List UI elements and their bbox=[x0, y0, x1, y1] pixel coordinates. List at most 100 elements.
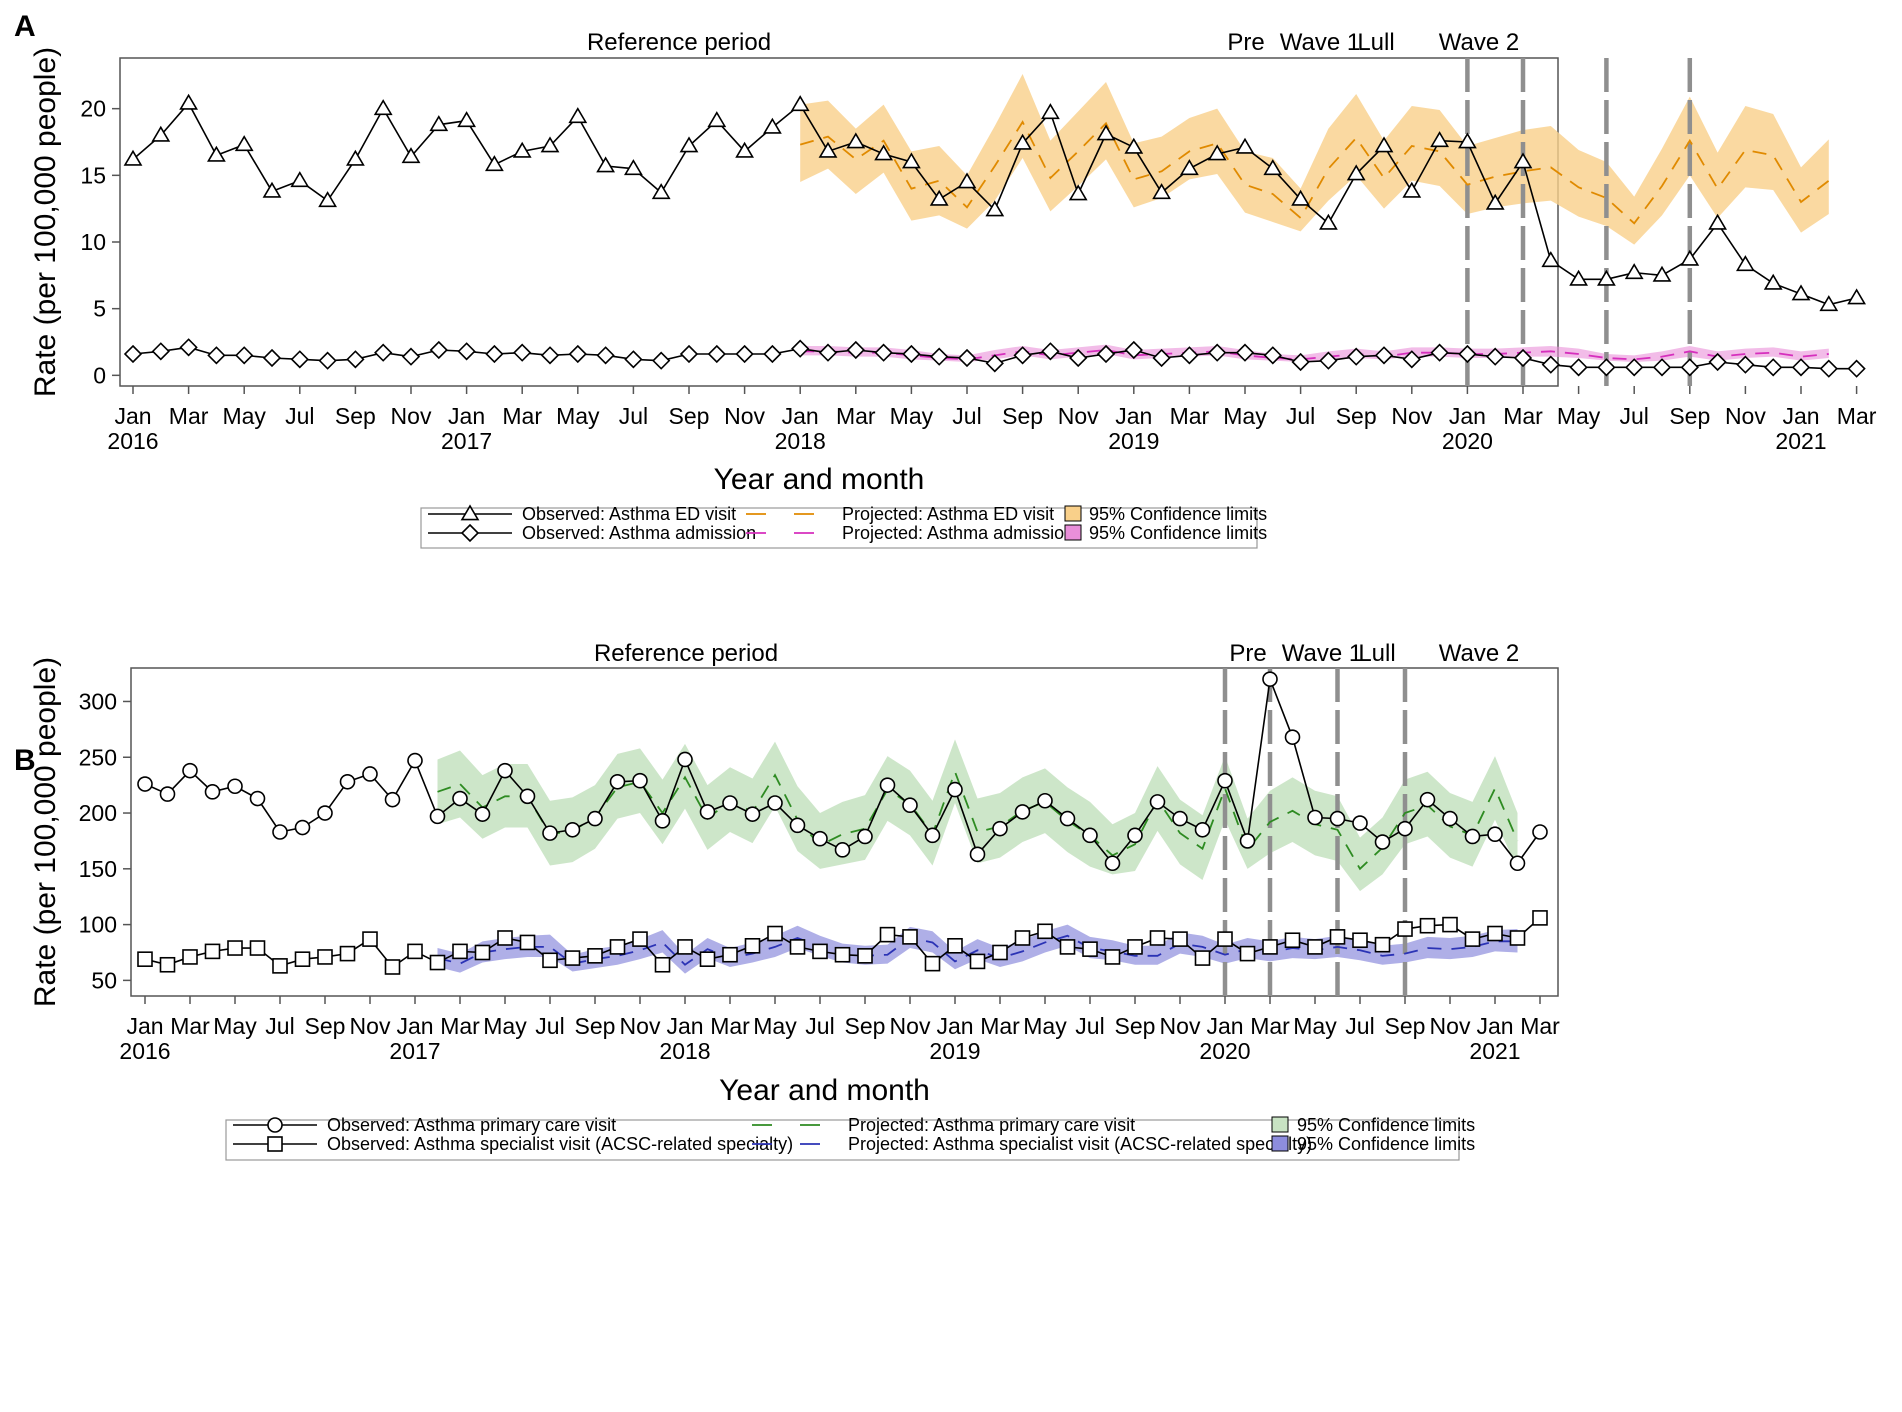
x-tick-label: Jan bbox=[666, 1013, 703, 1039]
legend-band-label: 95% Confidence limits bbox=[1089, 504, 1267, 524]
data-point-marker bbox=[1442, 916, 1458, 933]
data-point-marker bbox=[362, 766, 378, 782]
data-point-marker bbox=[1124, 340, 1143, 360]
x-tick-label: Mar bbox=[1170, 403, 1210, 429]
data-point-marker bbox=[1791, 358, 1811, 377]
x-tick-label: Mar bbox=[170, 1013, 210, 1039]
data-point-marker bbox=[924, 955, 941, 972]
data-point-marker bbox=[1464, 828, 1481, 845]
data-point-marker bbox=[1513, 348, 1533, 368]
data-point-marker bbox=[1263, 346, 1282, 365]
data-point-marker bbox=[834, 946, 851, 963]
data-point-marker bbox=[1764, 358, 1783, 377]
x-tick-label: Nov bbox=[1058, 403, 1099, 429]
data-point-marker bbox=[1736, 355, 1755, 374]
data-point-marker bbox=[1172, 931, 1188, 947]
data-point-marker bbox=[677, 751, 693, 768]
x-tick-label: Jan bbox=[126, 1013, 163, 1039]
y-axis-title: Rate (per 100,000 people) bbox=[29, 657, 62, 1007]
data-point-marker bbox=[1487, 925, 1503, 942]
data-point-marker bbox=[812, 830, 828, 847]
data-point-marker bbox=[846, 132, 866, 149]
data-point-marker bbox=[902, 152, 921, 169]
data-point-marker bbox=[1569, 358, 1588, 377]
data-point-marker bbox=[1458, 132, 1477, 149]
data-point-marker bbox=[1513, 152, 1533, 169]
data-point-marker bbox=[1509, 930, 1526, 946]
x-tick-label: Jan bbox=[1476, 1013, 1513, 1039]
x-year-label: 2018 bbox=[659, 1038, 710, 1064]
data-point-marker bbox=[1037, 792, 1053, 809]
data-point-marker bbox=[596, 346, 615, 365]
data-point-marker bbox=[1041, 342, 1060, 361]
data-point-marker bbox=[1194, 821, 1211, 838]
x-axis-title: Year and month bbox=[719, 1074, 930, 1107]
x-axis-title: Year and month bbox=[714, 463, 925, 496]
data-point-marker bbox=[429, 954, 446, 971]
data-point-marker bbox=[1847, 288, 1866, 305]
data-point-marker bbox=[1532, 910, 1548, 926]
data-point-marker bbox=[540, 346, 560, 365]
data-point-marker bbox=[1680, 358, 1699, 377]
x-tick-label: Nov bbox=[1391, 403, 1432, 429]
data-point-marker bbox=[568, 107, 588, 124]
data-point-marker bbox=[789, 817, 806, 834]
x-year-label: 2020 bbox=[1442, 428, 1493, 454]
plot-frame bbox=[130, 667, 1559, 997]
x-year-label: 2016 bbox=[107, 428, 158, 454]
y-tick-label: 50 bbox=[91, 967, 117, 993]
legend-observed-label: Observed: Asthma primary care visit bbox=[327, 1115, 616, 1135]
data-point-marker bbox=[1235, 137, 1255, 154]
legend-projected-label: Projected: Asthma admission bbox=[842, 523, 1074, 543]
data-point-marker bbox=[1263, 159, 1283, 176]
y-axis-title: Rate (per 100,000 people) bbox=[29, 47, 62, 397]
x-tick-label: Sep bbox=[575, 1013, 616, 1039]
data-point-marker bbox=[1819, 295, 1839, 312]
data-point-marker bbox=[1541, 251, 1561, 268]
data-point-marker bbox=[1532, 824, 1548, 840]
data-point-marker bbox=[401, 347, 421, 366]
legend-band-label: 95% Confidence limits bbox=[1297, 1134, 1475, 1154]
x-tick-label: Nov bbox=[890, 1013, 931, 1039]
legend-observed-label: Observed: Asthma admission bbox=[522, 523, 756, 543]
data-point-marker bbox=[930, 347, 949, 366]
data-point-marker bbox=[234, 135, 254, 152]
data-point-marker bbox=[1597, 269, 1616, 286]
data-point-marker bbox=[1127, 827, 1143, 844]
x-tick-label: Nov bbox=[1725, 403, 1766, 429]
legend-band-label: 95% Confidence limits bbox=[1089, 523, 1267, 543]
x-tick-label: Sep bbox=[669, 403, 710, 429]
period-label: Lull bbox=[1357, 29, 1394, 56]
data-point-marker bbox=[151, 342, 170, 361]
data-point-marker bbox=[744, 937, 761, 954]
legend-box bbox=[225, 1119, 1460, 1161]
legend-band-swatch bbox=[1271, 1116, 1289, 1133]
period-label: Wave 2 bbox=[1439, 640, 1519, 667]
data-point-marker bbox=[1442, 810, 1458, 827]
data-point-marker bbox=[1708, 352, 1727, 372]
period-label: Wave 2 bbox=[1439, 29, 1519, 56]
panel-a-letter: A bbox=[14, 10, 36, 43]
x-year-label: 2017 bbox=[389, 1038, 440, 1064]
data-point-marker bbox=[735, 141, 754, 158]
x-tick-label: May bbox=[483, 1013, 527, 1039]
period-label: Lull bbox=[1358, 640, 1395, 667]
data-point-marker bbox=[1402, 350, 1421, 369]
data-point-marker bbox=[1239, 833, 1256, 849]
panel-a-chart: 0 5 10 15 20 Jan Mar May Jul Sep Nov Jan Mar May Jul Se… bbox=[29, 29, 1877, 549]
data-point-marker bbox=[542, 952, 558, 969]
confidence-band bbox=[800, 74, 1829, 245]
data-point-marker bbox=[735, 344, 754, 364]
data-point-marker bbox=[1262, 671, 1278, 687]
data-point-marker bbox=[1374, 346, 1394, 365]
data-point-marker bbox=[1149, 794, 1166, 810]
data-point-marker bbox=[624, 159, 643, 176]
data-point-marker bbox=[294, 819, 311, 836]
legend-marker bbox=[267, 1136, 283, 1152]
data-point-marker bbox=[1149, 930, 1166, 946]
data-point-marker bbox=[1625, 358, 1644, 377]
x-tick-label: Jul bbox=[952, 403, 981, 429]
x-tick-label: Jul bbox=[805, 1013, 834, 1039]
x-tick-label: Jan bbox=[1449, 403, 1486, 429]
